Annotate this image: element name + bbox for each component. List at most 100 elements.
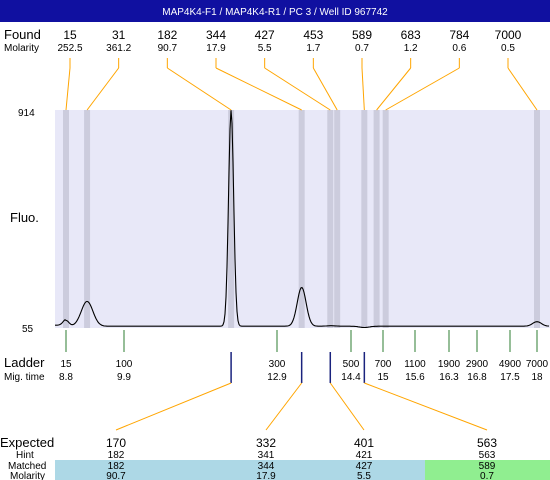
found-molarity-label: 252.5 — [57, 43, 82, 54]
ladder-mig-time-label: 15 — [377, 372, 389, 383]
ladder-size-label: 500 — [343, 359, 360, 370]
molarity-label: Molarity — [4, 43, 39, 54]
expected-connector — [115, 382, 232, 431]
found-size-label: 453 — [303, 28, 323, 42]
expected-size-label: 401 — [354, 436, 374, 450]
found-size-label: 427 — [255, 28, 275, 42]
band-layer — [63, 110, 540, 328]
ladder-size-label: 1100 — [404, 359, 426, 370]
hint-size-label: 421 — [356, 450, 373, 461]
ladder-mig-time-label: 17.5 — [500, 372, 520, 383]
title-bar — [0, 0, 550, 22]
found-molarity-label: 90.7 — [158, 43, 178, 54]
expected-connector — [329, 382, 365, 431]
ladder-size-label: 300 — [269, 359, 286, 370]
found-size-label: 589 — [352, 28, 372, 42]
found-molarity-label: 1.7 — [306, 43, 320, 54]
y-tick-min: 55 — [22, 324, 34, 335]
found-connector — [65, 67, 71, 111]
expected-layer: 17018218290.733234134417.94014214275.556… — [106, 352, 497, 480]
ladder-size-label: 100 — [116, 359, 133, 370]
matched-size-label: 182 — [108, 461, 125, 472]
found-label: Found — [4, 27, 41, 42]
mig-time-label: Mig. time — [4, 372, 45, 383]
matched-molarity-label: 0.7 — [480, 471, 494, 480]
matched-size-label: 589 — [479, 461, 496, 472]
found-band — [298, 110, 305, 328]
found-size-label: 784 — [449, 28, 469, 42]
trace-line — [55, 110, 550, 329]
found-connector — [215, 67, 302, 111]
y-tick-max: 914 — [18, 108, 35, 119]
ladder-mig-time-label: 16.8 — [467, 372, 487, 383]
found-molarity-label: 1.2 — [404, 43, 418, 54]
ladder-size-label: 2900 — [466, 359, 489, 370]
found-size-label: 683 — [401, 28, 421, 42]
expected-connector — [364, 382, 488, 431]
found-molarity-label: 0.7 — [355, 43, 369, 54]
fluo-axis-label: Fluo. — [10, 210, 39, 225]
molarity-bottom-label: Molarity — [10, 471, 45, 480]
ladder-mig-time-label: 18 — [531, 372, 543, 383]
found-molarity-label: 361.2 — [106, 43, 131, 54]
hint-size-label: 341 — [258, 450, 275, 461]
found-size-label: 31 — [112, 28, 126, 42]
ladder-mig-time-label: 8.8 — [59, 372, 73, 383]
found-band — [228, 110, 235, 328]
found-connector — [507, 67, 538, 111]
found-band — [84, 110, 91, 328]
found-connector — [86, 67, 120, 111]
found-molarity-label: 5.5 — [258, 43, 272, 54]
expected-label: Expected — [0, 435, 54, 450]
found-molarity-label: 17.9 — [206, 43, 226, 54]
molarity-row-bg — [55, 470, 425, 480]
found-connector — [167, 67, 232, 111]
found-molarity-label: 0.5 — [501, 43, 515, 54]
found-band — [63, 110, 69, 328]
chart-title: MAP4K4-F1 / MAP4K4-R1 / PC 3 / Well ID 9… — [162, 7, 388, 18]
expected-size-label: 170 — [106, 436, 126, 450]
found-connector — [376, 67, 412, 111]
found-connector — [264, 67, 331, 111]
ladder-mig-time-label: 14.4 — [341, 372, 361, 383]
found-size-label: 182 — [157, 28, 177, 42]
ladder-layer: 15 8.8 100 9.9 300 12.9 500 14.4 700 15 1100 15.6 19… — [59, 330, 549, 383]
expected-connector — [265, 382, 303, 431]
matched-size-label: 427 — [356, 461, 373, 472]
ladder-size-label: 7000 — [526, 359, 549, 370]
found-molarity-label: 0.6 — [452, 43, 466, 54]
hint-label: Hint — [16, 450, 34, 461]
ladder-mig-time-label: 9.9 — [117, 372, 131, 383]
ladder-size-label: 700 — [375, 359, 392, 370]
found-band — [327, 110, 334, 328]
found-band — [334, 110, 341, 328]
matched-molarity-label: 5.5 — [357, 471, 371, 480]
ladder-mig-time-label: 15.6 — [405, 372, 425, 383]
hint-size-label: 182 — [108, 450, 125, 461]
ladder-mig-time-label: 16.3 — [439, 372, 459, 383]
found-band — [382, 110, 389, 328]
found-connector — [312, 67, 338, 111]
found-connector — [361, 67, 365, 111]
found-connector — [385, 67, 460, 111]
found-band — [373, 110, 380, 328]
found-size-label: 344 — [206, 28, 226, 42]
ladder-size-label: 4900 — [499, 359, 522, 370]
matched-molarity-label: 90.7 — [106, 471, 126, 480]
expected-size-label: 332 — [256, 436, 276, 450]
found-band — [534, 110, 540, 328]
ladder-size-label: 15 — [60, 359, 72, 370]
trace-layer — [55, 110, 550, 329]
found-size-label: 15 — [63, 28, 77, 42]
matched-label: Matched — [8, 461, 46, 472]
ladder-label: Ladder — [4, 355, 45, 370]
hint-size-label: 563 — [479, 450, 496, 461]
found-size-label: 7000 — [495, 28, 522, 42]
matched-row-bg-last — [425, 460, 550, 480]
matched-size-label: 344 — [258, 461, 275, 472]
matched-molarity-label: 17.9 — [256, 471, 276, 480]
matched-row-bg — [55, 460, 425, 470]
